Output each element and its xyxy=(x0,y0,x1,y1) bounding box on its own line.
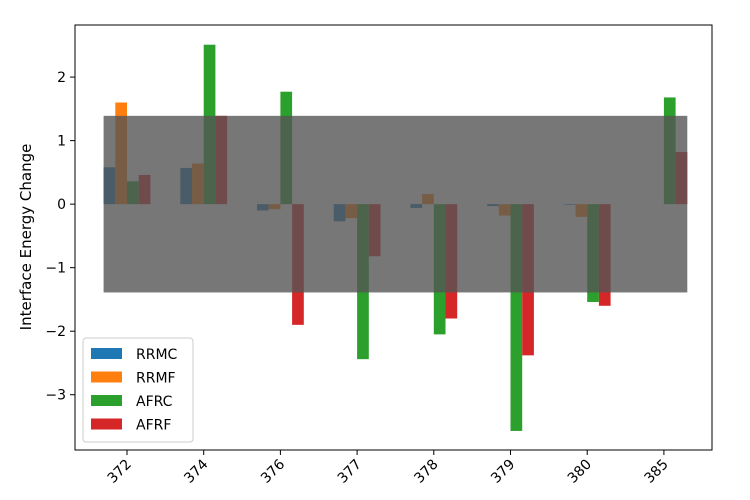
x-tick-label: 379 xyxy=(488,457,518,487)
x-tick-label: 378 xyxy=(411,457,441,487)
legend-swatch-afrf xyxy=(91,418,122,430)
legend-label-rrmc: RRMC xyxy=(136,347,178,363)
legend-swatch-rrmf xyxy=(91,371,122,383)
y-tick-label: 2 xyxy=(57,70,66,86)
y-tick-label: −2 xyxy=(45,324,66,340)
x-tick-label: 385 xyxy=(642,457,672,487)
legend: RRMC RRMF AFRC AFRF xyxy=(82,337,194,443)
legend-label-rrmf: RRMF xyxy=(136,371,176,387)
x-tick-label: 372 xyxy=(105,457,135,487)
y-axis: −3 −2 −1 0 1 2 xyxy=(45,70,75,404)
x-tick-label: 377 xyxy=(335,457,365,487)
legend-swatch-afrc xyxy=(91,395,122,406)
y-tick-label: 1 xyxy=(57,134,66,150)
x-tick-label: 374 xyxy=(181,456,211,486)
legend-swatch-rrmc xyxy=(91,348,122,359)
legend-box xyxy=(82,337,194,443)
y-tick-label: 0 xyxy=(57,197,66,213)
x-axis: 372 374 376 377 378 379 380 385 xyxy=(105,450,672,487)
y-tick-label: −1 xyxy=(45,261,66,277)
y-axis-title: Interface Energy Change xyxy=(17,144,35,331)
plot-frame xyxy=(74,24,713,451)
x-tick-label: 376 xyxy=(258,456,288,486)
x-tick-label: 380 xyxy=(565,457,595,487)
threshold-band xyxy=(103,115,688,293)
legend-label-afrf: AFRF xyxy=(136,418,171,434)
y-tick-label: −3 xyxy=(45,388,66,404)
legend-label-afrc: AFRC xyxy=(136,394,173,410)
bar-afrc-379 xyxy=(510,204,523,431)
